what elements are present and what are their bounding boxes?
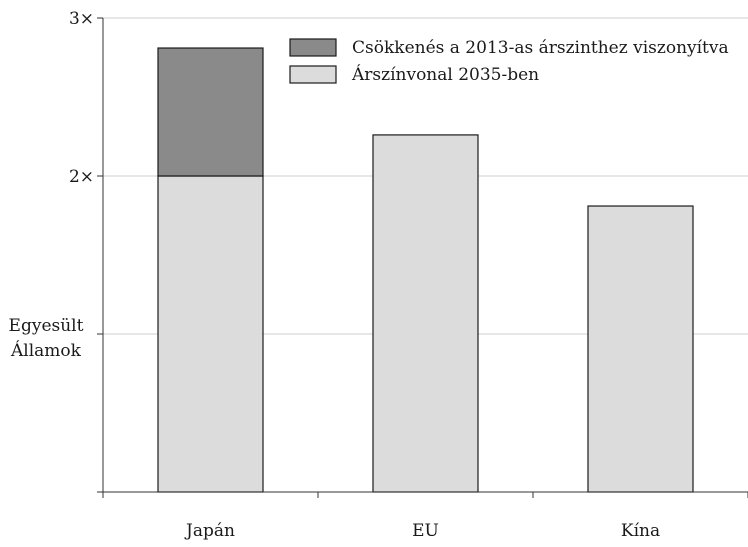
bar	[157, 47, 264, 177]
axis-layer: 3× 2× Egyesült Államok Japán EU Kína	[9, 9, 748, 541]
y-tick-label: 2×	[69, 167, 94, 187]
y-tick-label: 3×	[69, 9, 94, 29]
legend-swatch	[289, 38, 337, 57]
x-tick-label: EU	[412, 521, 439, 541]
legend-label: Árszínvonal 2035-ben	[351, 64, 539, 85]
x-tick-label: Japán	[184, 521, 235, 541]
reference-label-line: Államok	[10, 340, 82, 361]
bar	[157, 175, 264, 493]
legend-label: Csökkenés a 2013-as árszinthez viszonyít…	[352, 38, 729, 58]
reference-label-line: Egyesült	[9, 316, 84, 336]
bar	[372, 134, 479, 493]
bar	[587, 205, 694, 493]
legend-swatch	[289, 65, 337, 84]
legend: Csökkenés a 2013-as árszinthez viszonyít…	[289, 38, 729, 85]
x-tick-label: Kína	[621, 521, 660, 541]
bars-layer	[157, 47, 694, 493]
